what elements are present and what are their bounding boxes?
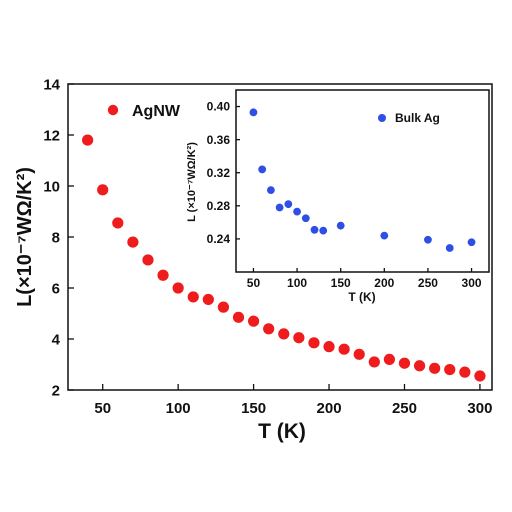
inset-x-tick-label: 50	[247, 276, 261, 290]
main-data-point	[383, 353, 395, 365]
main-x-axis-label: T (K)	[258, 420, 306, 443]
main-data-point	[112, 217, 124, 229]
inset-data-point	[467, 238, 476, 247]
main-data-point	[82, 134, 94, 146]
inset-data-point	[445, 244, 454, 252]
main-y-axis-label: L(×10⁻⁷WΩ/K²)	[14, 167, 36, 307]
main-data-point	[353, 348, 365, 360]
inset-x-tick-label: 100	[287, 276, 307, 290]
main-y-tick-label: 10	[43, 178, 60, 195]
main-data-point	[217, 301, 230, 313]
main-x-tick-label: 250	[392, 400, 417, 417]
main-legend-label: AgNW	[132, 103, 181, 120]
main-data-point	[202, 293, 214, 306]
inset-data-point	[293, 207, 301, 216]
main-data-point	[459, 366, 471, 378]
inset-data-point	[336, 221, 345, 230]
main-data-point	[127, 236, 139, 248]
main-y-tick-label: 4	[52, 331, 61, 348]
main-x-tick-label: 300	[467, 400, 492, 417]
main-data-point	[338, 343, 350, 355]
main-x-tick-label: 200	[317, 400, 342, 417]
main-data-point	[172, 282, 184, 294]
inset-data-point	[301, 214, 310, 223]
inset-axis-ticks: 50 100 150 200 250 300 0.24 0.28 0.32 0.36 0.40	[207, 100, 482, 290]
inset-y-tick-label: 0.24	[207, 232, 231, 246]
main-y-tick-label: 14	[43, 76, 60, 93]
main-data-point	[413, 360, 426, 372]
main-y-tick-label: 2	[52, 382, 60, 399]
inset-y-tick-label: 0.36	[207, 133, 231, 147]
inset-x-tick-label: 200	[374, 276, 394, 290]
inset-x-tick-label: 150	[331, 276, 351, 290]
inset-data-point	[258, 165, 267, 174]
main-series-points	[82, 134, 486, 382]
inset-y-tick-label: 0.28	[207, 199, 231, 213]
inset-y-axis-label: L (×10⁻⁷WΩ/K²)	[186, 142, 198, 222]
inset-plot-frame	[235, 89, 490, 273]
main-data-point	[429, 362, 441, 374]
main-data-point	[474, 370, 486, 382]
main-x-tick-label: 150	[241, 400, 266, 417]
main-data-point	[368, 356, 380, 368]
main-y-tick-label: 12	[43, 127, 60, 144]
main-legend-marker	[107, 104, 119, 116]
main-data-point	[247, 315, 260, 327]
main-data-point	[142, 254, 154, 266]
inset-data-point	[380, 231, 389, 240]
inset-legend-label: Bulk Ag	[395, 111, 440, 125]
inset-y-tick-label: 0.32	[207, 166, 231, 180]
main-data-point	[323, 341, 335, 353]
main-data-point	[308, 337, 320, 349]
inset-data-point	[249, 108, 258, 117]
inset-series-points	[249, 108, 476, 252]
inset-x-tick-label: 250	[418, 276, 438, 290]
main-x-tick-label: 100	[166, 400, 191, 417]
main-data-point	[157, 269, 169, 281]
inset-data-point	[266, 186, 275, 195]
main-x-tick-label: 50	[94, 400, 111, 417]
main-chart: 50 100 150 200 250 300 2 4 6 8 10 12 14 AgNW T (K) L…	[14, 76, 493, 443]
inset-plot-background	[236, 90, 489, 272]
main-data-point	[232, 311, 245, 323]
inset-y-tick-label: 0.40	[207, 100, 231, 114]
inset-x-tick-label: 300	[462, 276, 482, 290]
inset-legend-marker	[378, 114, 386, 122]
inset-data-point	[319, 226, 328, 235]
inset-data-point	[284, 200, 293, 209]
main-data-point	[97, 184, 109, 196]
main-data-point	[187, 291, 199, 303]
main-y-tick-label: 8	[52, 229, 60, 246]
main-data-point	[398, 357, 411, 369]
main-data-point	[278, 328, 290, 340]
main-axis-ticks: 50 100 150 200 250 300 2 4 6 8 10 12 14	[43, 76, 492, 417]
main-data-point	[293, 332, 305, 344]
main-y-tick-label: 6	[52, 280, 60, 297]
main-data-point	[444, 364, 456, 376]
inset-data-point	[424, 235, 432, 244]
inset-chart: 50 100 150 200 250 300 0.24 0.28 0.32 0.36 0.40 Bu…	[186, 89, 490, 304]
inset-data-point	[310, 225, 319, 234]
inset-data-point	[275, 203, 284, 212]
main-data-point	[263, 323, 275, 335]
inset-x-axis-label: T (K)	[348, 290, 375, 304]
